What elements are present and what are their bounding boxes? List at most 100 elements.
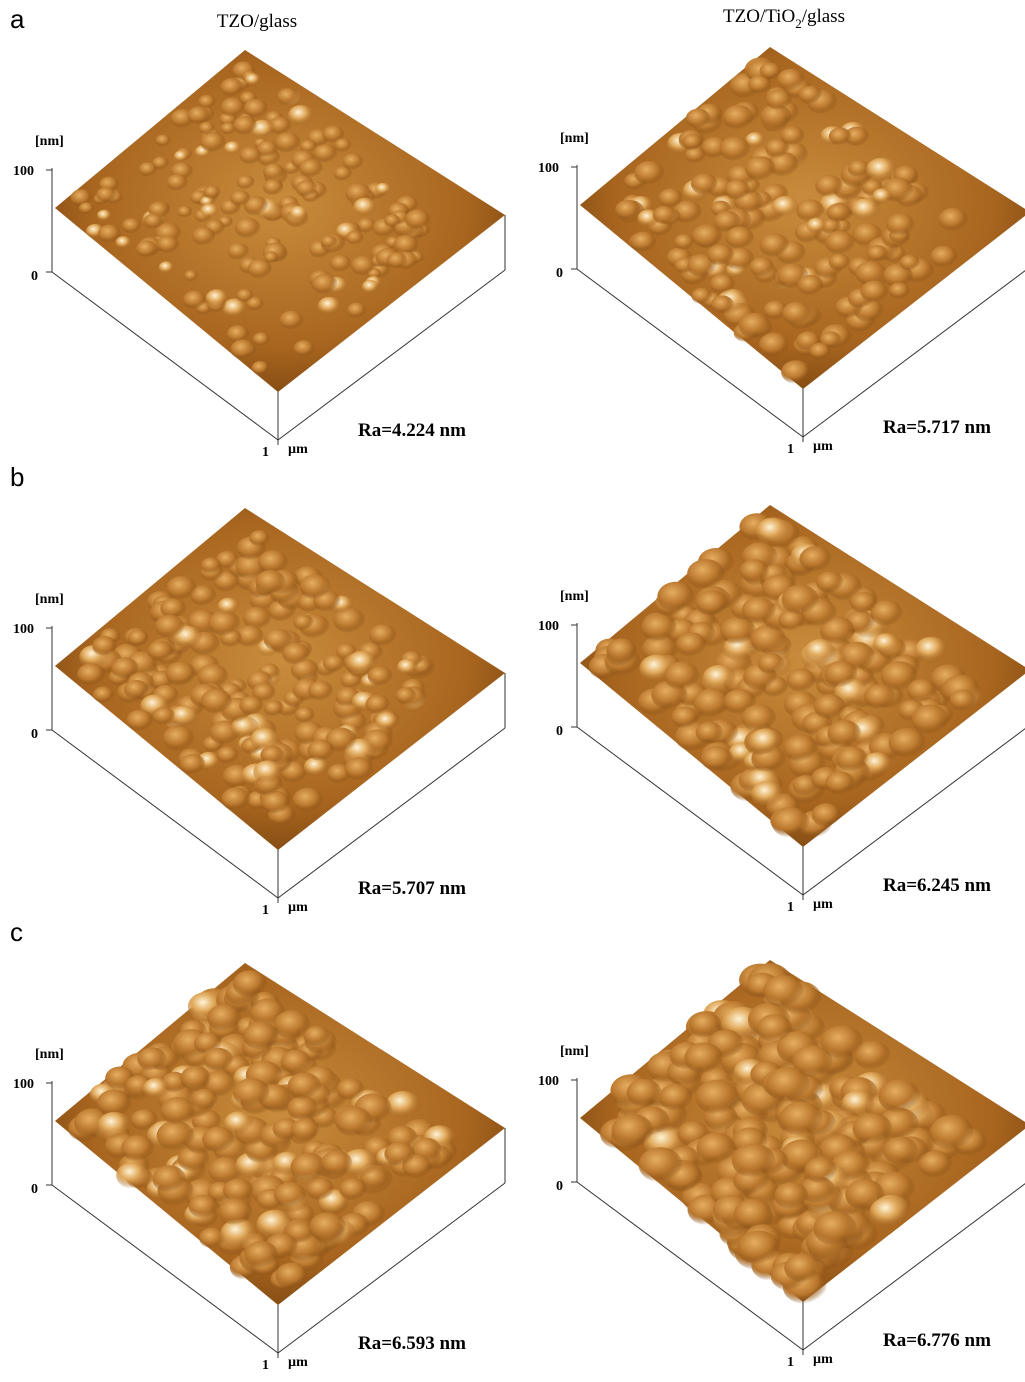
grain bbox=[291, 1153, 327, 1181]
grain bbox=[219, 1198, 253, 1225]
grain bbox=[308, 681, 333, 701]
grain bbox=[136, 241, 157, 258]
grain bbox=[178, 206, 193, 218]
grain bbox=[153, 707, 176, 725]
grain bbox=[309, 1212, 346, 1241]
grain bbox=[93, 687, 114, 704]
grain bbox=[627, 1079, 662, 1107]
grain bbox=[115, 236, 131, 249]
grain bbox=[682, 134, 702, 150]
grain bbox=[366, 695, 390, 714]
grain bbox=[852, 198, 881, 221]
grain bbox=[143, 1078, 170, 1099]
xy-max-label: 1 bbox=[262, 445, 269, 460]
grain bbox=[264, 700, 284, 716]
z-min-label: 0 bbox=[556, 266, 563, 281]
grain bbox=[703, 665, 736, 692]
grain bbox=[289, 206, 308, 221]
grain bbox=[253, 760, 283, 784]
grain bbox=[233, 970, 267, 997]
grain bbox=[867, 245, 888, 262]
grain bbox=[137, 1047, 166, 1071]
grain bbox=[825, 231, 855, 255]
xy-unit: µm bbox=[288, 1355, 308, 1370]
grain bbox=[163, 726, 194, 751]
grain bbox=[692, 288, 713, 304]
grain bbox=[639, 1147, 683, 1182]
grain bbox=[79, 202, 94, 214]
grain bbox=[726, 226, 754, 249]
grain bbox=[611, 1114, 653, 1148]
xy-max-label: 1 bbox=[787, 442, 794, 457]
grain bbox=[97, 1112, 131, 1139]
afm-panel: [nm]10001µmRa=4.224 nm bbox=[13, 50, 505, 460]
grain bbox=[281, 1050, 312, 1074]
grain bbox=[330, 255, 352, 272]
grain bbox=[256, 570, 286, 594]
grain bbox=[740, 559, 769, 582]
grain bbox=[824, 661, 857, 688]
grain bbox=[684, 1043, 723, 1074]
grain bbox=[291, 1118, 320, 1141]
grain bbox=[201, 689, 232, 714]
grain bbox=[774, 1182, 808, 1209]
grain bbox=[347, 303, 366, 318]
grain bbox=[152, 1165, 186, 1192]
panel-letter: c bbox=[10, 917, 23, 947]
grain bbox=[742, 704, 777, 732]
grain bbox=[111, 657, 138, 679]
grain bbox=[696, 590, 728, 616]
roughness-label: Ra=6.593 nm bbox=[358, 1333, 466, 1354]
grain bbox=[376, 712, 399, 731]
grain bbox=[771, 807, 809, 837]
grain bbox=[342, 153, 363, 170]
grain bbox=[296, 180, 317, 197]
z-max-label: 100 bbox=[538, 619, 559, 634]
grain bbox=[288, 1073, 322, 1100]
grain bbox=[757, 1014, 792, 1042]
grain bbox=[828, 720, 862, 747]
grain bbox=[200, 132, 225, 152]
grain bbox=[799, 546, 831, 572]
grain bbox=[850, 592, 877, 614]
grain bbox=[787, 669, 816, 693]
grain bbox=[760, 233, 790, 257]
grain bbox=[235, 218, 260, 238]
z-unit: [nm] bbox=[560, 131, 589, 146]
grain bbox=[825, 771, 854, 795]
grain bbox=[369, 624, 396, 646]
grain bbox=[687, 559, 725, 589]
grain bbox=[321, 235, 337, 248]
grain bbox=[92, 636, 117, 656]
grain bbox=[217, 746, 239, 764]
grain bbox=[807, 218, 827, 234]
grain bbox=[312, 274, 338, 295]
z-unit: [nm] bbox=[35, 592, 64, 607]
grain bbox=[294, 340, 315, 357]
grain bbox=[781, 360, 811, 384]
grain bbox=[274, 1182, 307, 1208]
grain bbox=[397, 659, 418, 675]
grain bbox=[180, 1066, 210, 1090]
grain bbox=[816, 571, 843, 593]
column-title: TZO/TiO2/glass bbox=[723, 6, 845, 31]
grain bbox=[228, 243, 249, 260]
grain bbox=[282, 643, 310, 665]
roughness-label: Ra=4.224 nm bbox=[358, 420, 466, 441]
grain bbox=[805, 1157, 837, 1183]
grain bbox=[691, 174, 718, 195]
grain bbox=[362, 280, 380, 294]
grain bbox=[159, 261, 175, 274]
grain bbox=[295, 707, 315, 723]
grain bbox=[701, 746, 733, 771]
grain bbox=[659, 188, 683, 208]
z-max-label: 100 bbox=[13, 1077, 34, 1092]
grain bbox=[345, 757, 374, 780]
grain bbox=[243, 1022, 278, 1050]
grain bbox=[275, 132, 301, 153]
grain bbox=[878, 1080, 920, 1114]
grain bbox=[864, 684, 895, 709]
grain bbox=[237, 175, 255, 189]
grain bbox=[766, 89, 792, 110]
